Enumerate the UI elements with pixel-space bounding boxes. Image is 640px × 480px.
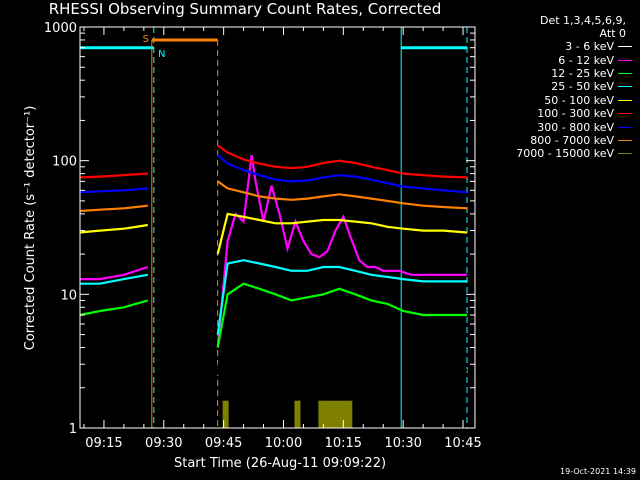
legend-label: 100 - 300 keV bbox=[537, 107, 614, 121]
legend-label: 300 - 800 keV bbox=[537, 120, 614, 134]
legend-entry: 12 - 25 keV bbox=[478, 67, 638, 80]
legend-label: 7000 - 15000 keV bbox=[516, 147, 614, 161]
series-line bbox=[403, 369, 468, 374]
series-line bbox=[79, 299, 149, 317]
legend-swatch bbox=[618, 99, 632, 101]
legend-swatch bbox=[618, 59, 632, 61]
series-line bbox=[216, 154, 467, 348]
legend-entry: 25 - 50 keV bbox=[478, 80, 638, 93]
series-line bbox=[80, 273, 148, 285]
x-tick-label: 09:15 bbox=[85, 436, 122, 451]
series-line bbox=[216, 212, 468, 255]
flag-s: S bbox=[143, 34, 149, 45]
legend-entry: 50 - 100 keV bbox=[478, 94, 638, 107]
series-line bbox=[217, 180, 468, 210]
legend-label: 6 - 12 keV bbox=[558, 53, 614, 67]
series-line bbox=[79, 187, 148, 194]
series-line bbox=[216, 259, 467, 335]
x-tick-label: 10:15 bbox=[325, 436, 362, 451]
legend-entry: 800 - 7000 keV bbox=[478, 134, 638, 147]
x-tick-label: 09:30 bbox=[145, 436, 182, 451]
legend-header-line2: Att 0 bbox=[599, 27, 626, 40]
series-block bbox=[223, 400, 228, 428]
series-2 bbox=[79, 282, 467, 348]
x-axis-label: Start Time (26-Aug-11 09:09:22) bbox=[174, 456, 386, 471]
series-0 bbox=[79, 173, 468, 375]
x-tick-label: 10:45 bbox=[444, 436, 481, 451]
flag-n: N bbox=[158, 49, 165, 60]
y-axis-label: Corrected Count Rate (s⁻¹ detector⁻¹) bbox=[23, 106, 38, 351]
series-7 bbox=[79, 180, 468, 213]
legend-swatch bbox=[618, 46, 632, 48]
legend-label: 800 - 7000 keV bbox=[530, 133, 614, 147]
series-line bbox=[216, 154, 468, 194]
x-tick-label: 10:00 bbox=[265, 436, 302, 451]
series-line bbox=[216, 173, 397, 375]
plot-frame bbox=[79, 26, 476, 429]
footer-timestamp: 19-Oct-2021 14:39 bbox=[560, 467, 636, 476]
legend-swatch bbox=[618, 153, 632, 155]
y-tick-label: 1000 bbox=[44, 21, 77, 36]
y-tick-label: 1 bbox=[69, 422, 77, 437]
y-tick-label: 10 bbox=[60, 288, 77, 303]
series-block bbox=[295, 400, 300, 428]
legend-label: 25 - 50 keV bbox=[551, 80, 614, 94]
legend-entry: 6 - 12 keV bbox=[478, 53, 638, 67]
series-line bbox=[79, 369, 148, 374]
series-line bbox=[79, 172, 148, 179]
saa-interval-2 bbox=[151, 38, 219, 428]
series-8 bbox=[222, 400, 353, 428]
series-5 bbox=[79, 144, 468, 179]
legend-swatch bbox=[618, 72, 632, 74]
x-tick-label: 09:45 bbox=[205, 436, 242, 451]
legend-swatch bbox=[618, 113, 632, 115]
legend-label: 3 - 6 keV bbox=[565, 40, 614, 54]
legend-entry: 7000 - 15000 keV bbox=[478, 147, 638, 160]
series-4 bbox=[79, 212, 468, 255]
legend-entry: 3 - 6 keV bbox=[478, 40, 638, 53]
legend-swatch bbox=[618, 86, 632, 88]
legend-label: 50 - 100 keV bbox=[544, 93, 614, 107]
legend-label: 12 - 25 keV bbox=[551, 66, 614, 80]
series-3 bbox=[80, 259, 467, 335]
legend-entry: 100 - 300 keV bbox=[478, 107, 638, 120]
x-tick-label: 10:30 bbox=[384, 436, 421, 451]
series-block bbox=[319, 400, 352, 428]
night-interval-0 bbox=[79, 27, 155, 428]
night-interval-1 bbox=[400, 27, 468, 428]
legend-swatch bbox=[618, 139, 632, 141]
series-6 bbox=[79, 154, 468, 194]
legend-entry: 300 - 800 keV bbox=[478, 120, 638, 134]
series-line bbox=[217, 144, 468, 179]
series-line bbox=[79, 223, 148, 234]
y-tick-label: 100 bbox=[52, 155, 77, 170]
legend: Det 1,3,4,5,6,9, Att 0 3 - 6 keV 6 - 12 k… bbox=[478, 14, 638, 161]
series-1 bbox=[80, 154, 467, 348]
legend-header-line1: Det 1,3,4,5,6,9, bbox=[539, 14, 626, 27]
series-line bbox=[80, 265, 149, 281]
series-line bbox=[216, 282, 467, 348]
legend-swatch bbox=[618, 126, 632, 128]
series-line bbox=[79, 204, 148, 213]
chart-title: RHESSI Observing Summary Count Rates, Co… bbox=[48, 0, 442, 18]
